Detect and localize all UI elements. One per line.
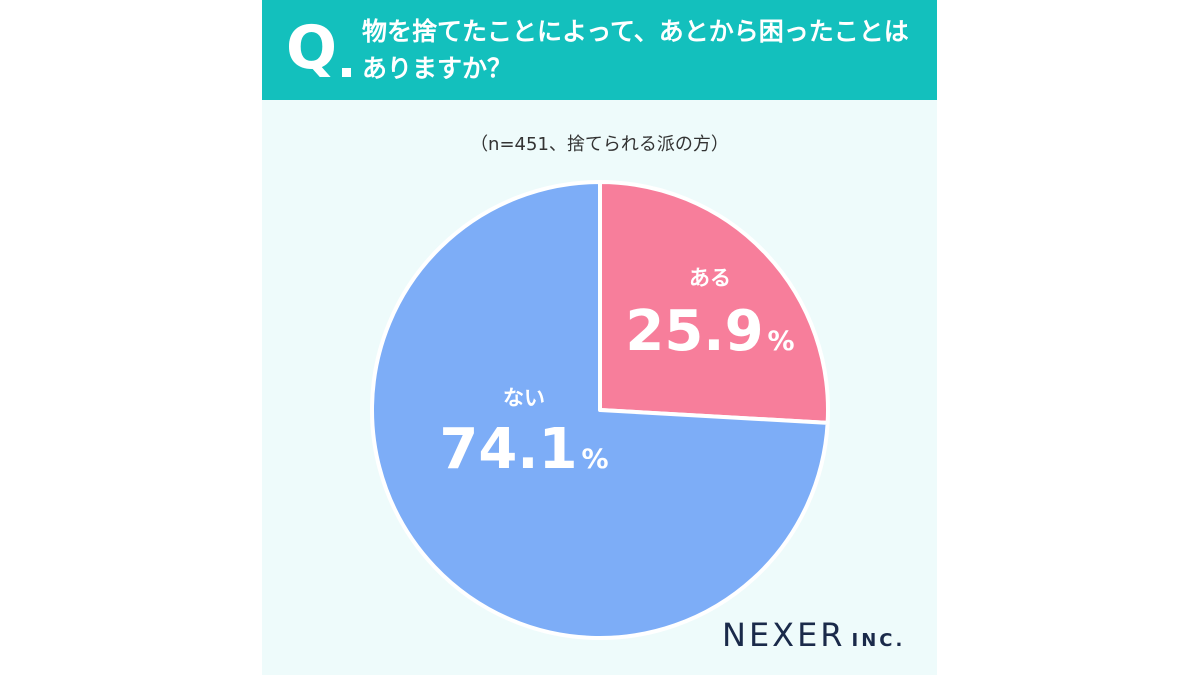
slice-label-1: ある	[689, 266, 731, 290]
question-line-1: 物を捨てたことによって、あとから困ったことは	[362, 17, 909, 46]
q-mark: Q	[286, 13, 338, 83]
survey-card: Q 物を捨てたことによって、あとから困ったことは ありますか？ （n=451、捨…	[262, 0, 937, 675]
logo-main-text: NEXER	[722, 616, 846, 654]
question-text: 物を捨てたことによって、あとから困ったことは ありますか？	[362, 13, 922, 87]
slice-value-1: 25.9%	[625, 299, 794, 364]
logo-sub-text: INC.	[851, 630, 906, 651]
sample-note: （n=451、捨てられる派の方）	[470, 134, 729, 155]
pie-slice-2	[370, 180, 830, 640]
pie-chart: ある 25.9 % ない 74.1%	[370, 180, 830, 640]
q-dot	[342, 68, 351, 77]
slice-label-2: ない	[503, 386, 545, 410]
question-header: Q 物を捨てたことによって、あとから困ったことは ありますか？	[262, 0, 937, 100]
question-line-2: ありますか？	[362, 54, 513, 83]
nexer-logo: NEXER INC.	[722, 616, 905, 654]
slice-value-2: 74.1%	[439, 417, 608, 482]
pie-slice-1	[598, 180, 830, 425]
